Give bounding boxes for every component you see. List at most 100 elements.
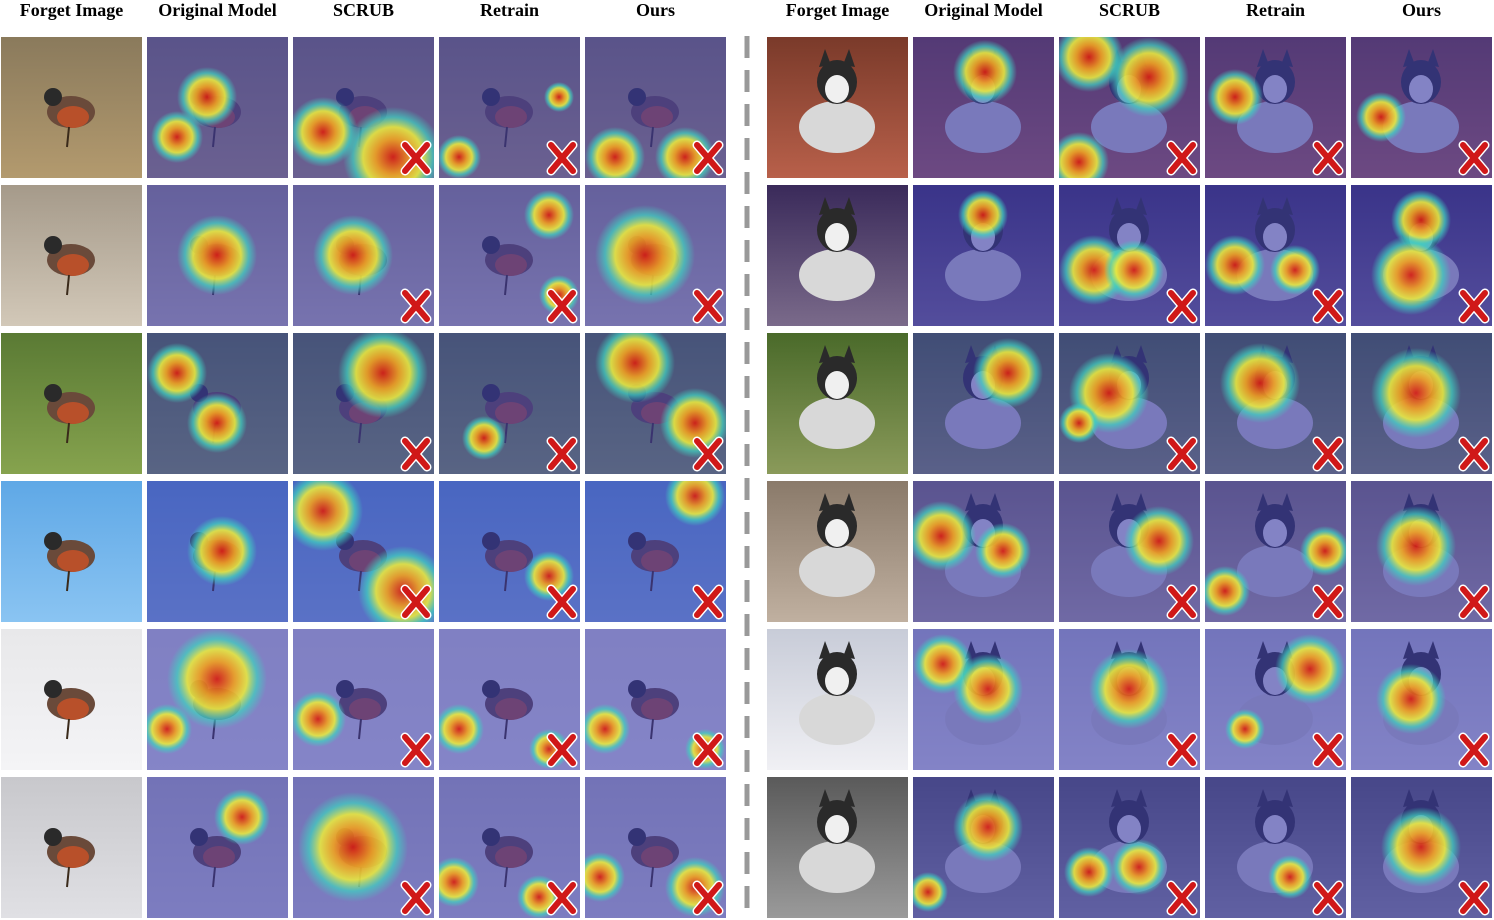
- header-left-retrain: Retrain: [480, 0, 539, 20]
- scrub-heatmap-left-row-4: [293, 481, 434, 622]
- header-right-ours: Ours: [1401, 0, 1441, 20]
- heat-spot: [293, 481, 363, 551]
- red-x-icon: [692, 140, 724, 176]
- heat-spot: [167, 629, 267, 729]
- red-x-icon: [1312, 288, 1344, 324]
- red-x-icon: [692, 584, 724, 620]
- heat-spot: [913, 872, 948, 912]
- heat-spot: [177, 215, 257, 295]
- heat-spot: [1275, 634, 1345, 704]
- red-x-icon: [1312, 732, 1344, 768]
- red-x-icon: [400, 436, 432, 472]
- ours-heatmap-right-row-3: [1351, 333, 1492, 474]
- red-x-icon: [546, 880, 578, 916]
- heat-spot: [595, 205, 695, 305]
- red-x-icon: [692, 436, 724, 472]
- heat-spot: [147, 704, 192, 754]
- red-x-icon: [1458, 288, 1490, 324]
- heat-spot: [953, 792, 1023, 862]
- scrub-heatmap-right-row-1: [1059, 37, 1200, 178]
- heat-spot: [973, 338, 1043, 408]
- original-heatmap-right-row-3: [913, 333, 1054, 474]
- ours-heatmap-left-row-4: [585, 481, 726, 622]
- forget-image-left-row-3: [1, 333, 142, 474]
- red-x-icon: [1166, 288, 1198, 324]
- retrain-heatmap-left-row-5: [439, 629, 580, 770]
- heat-spot: [953, 40, 1017, 104]
- header-right-retrain: Retrain: [1246, 0, 1305, 20]
- red-x-icon: [1458, 584, 1490, 620]
- original-heatmap-right-row-2: [913, 185, 1054, 326]
- heat-spot: [1220, 343, 1300, 423]
- heat-spot: [151, 111, 203, 163]
- heat-spot: [1205, 235, 1265, 295]
- heat-spot: [1059, 132, 1109, 178]
- heat-spot: [524, 551, 574, 601]
- scrub-heatmap-left-row-5: [293, 629, 434, 770]
- heat-spot: [913, 501, 976, 571]
- scrub-heatmap-left-row-1: [293, 37, 434, 178]
- forget-image-right-row-6: [767, 777, 908, 918]
- forget-image-right-row-2: [767, 185, 908, 326]
- subject-shape: [799, 397, 875, 449]
- red-x-icon: [1166, 732, 1198, 768]
- subject-shape: [799, 841, 875, 893]
- heat-spot: [147, 343, 207, 403]
- heat-spot: [1376, 506, 1456, 586]
- heat-spot: [1089, 649, 1169, 729]
- original-heatmap-left-row-5: [147, 629, 288, 770]
- scrub-heatmap-right-row-2: [1059, 185, 1200, 326]
- retrain-heatmap-left-row-4: [439, 481, 580, 622]
- retrain-heatmap-left-row-3: [439, 333, 580, 474]
- ours-heatmap-left-row-1: [585, 37, 726, 178]
- original-heatmap-right-row-4: [913, 481, 1054, 622]
- original-heatmap-left-row-6: [147, 777, 288, 918]
- heat-spot: [524, 190, 574, 240]
- ours-heatmap-right-row-1: [1351, 37, 1492, 178]
- heat-spot: [1109, 37, 1189, 117]
- red-x-icon: [546, 732, 578, 768]
- scrub-heatmap-right-row-3: [1059, 333, 1200, 474]
- scrub-heatmap-left-row-6: [293, 777, 434, 918]
- subject-shape: [799, 545, 875, 597]
- original-heatmap-right-row-5: [913, 629, 1054, 770]
- scrub-heatmap-right-row-4: [1059, 481, 1200, 622]
- forget-image-right-row-5: [767, 629, 908, 770]
- red-x-icon: [692, 732, 724, 768]
- heat-spot: [958, 190, 1008, 240]
- retrain-heatmap-left-row-1: [439, 37, 580, 178]
- heat-spot: [953, 654, 1023, 724]
- red-x-icon: [1312, 436, 1344, 472]
- heat-spot: [177, 67, 237, 127]
- heat-spot: [1059, 403, 1099, 443]
- red-x-icon: [400, 880, 432, 916]
- header-left-scrub: SCRUB: [332, 0, 394, 20]
- retrain-heatmap-right-row-4: [1205, 481, 1346, 622]
- heat-spot: [595, 333, 675, 403]
- forget-image-left-row-4: [1, 481, 142, 622]
- original-heatmap-left-row-2: [147, 185, 288, 326]
- scrub-heatmap-right-row-5: [1059, 629, 1200, 770]
- panel-divider: [744, 36, 750, 916]
- red-x-icon: [692, 288, 724, 324]
- original-heatmap-left-row-1: [147, 37, 288, 178]
- header-left-forget-image: Forget Image: [19, 0, 124, 20]
- forget-image-left-row-5: [1, 629, 142, 770]
- red-x-icon: [1312, 140, 1344, 176]
- heat-spot: [585, 852, 625, 902]
- red-x-icon: [1312, 880, 1344, 916]
- red-x-icon: [1166, 140, 1198, 176]
- heat-spot: [1111, 839, 1167, 895]
- red-x-icon: [400, 288, 432, 324]
- original-heatmap-left-row-3: [147, 333, 288, 474]
- heat-spot: [187, 516, 257, 586]
- ours-heatmap-left-row-3: [585, 333, 726, 474]
- red-x-icon: [1458, 732, 1490, 768]
- heat-spot: [539, 275, 579, 315]
- red-x-icon: [1312, 584, 1344, 620]
- subject-shape: [799, 693, 875, 745]
- heat-spot: [338, 333, 428, 418]
- heat-spot: [660, 388, 726, 458]
- heat-spot: [585, 704, 630, 754]
- ours-heatmap-right-row-6: [1351, 777, 1492, 918]
